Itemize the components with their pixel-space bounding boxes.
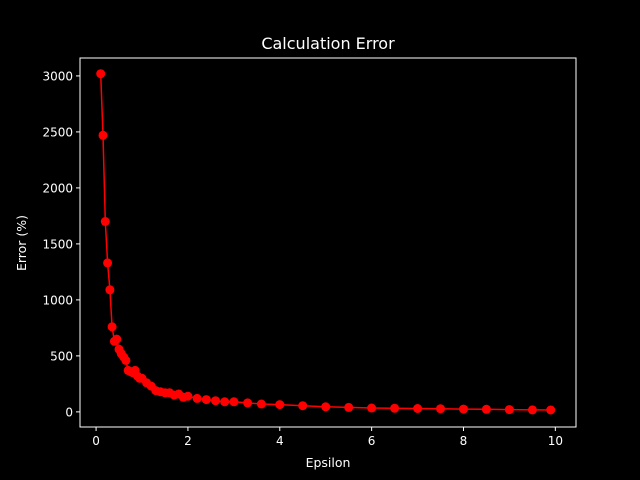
x-axis: 0 2 4 6 8 10 [92,427,563,448]
y-tick-label: 2500 [42,125,73,139]
data-point [413,404,423,413]
series-layer [96,69,556,415]
x-tick-label: 8 [460,434,468,448]
x-tick-label: 2 [184,434,192,448]
plot-area-frame [79,57,577,428]
data-point [436,404,445,414]
data-point [344,402,354,412]
y-tick-label: 1500 [42,237,73,251]
data-point [229,397,239,407]
data-point [121,355,131,365]
data-point [107,322,117,332]
x-tick-label: 4 [276,434,284,448]
data-point [183,391,193,401]
data-point [275,400,285,410]
y-axis-label: Error (%) [14,215,29,271]
data-point [321,402,331,412]
data-point [103,258,113,268]
data-point [98,130,108,140]
data-point [105,285,115,295]
data-point [211,396,220,406]
data-point [220,397,230,407]
data-point [201,395,211,405]
data-point [459,404,468,414]
x-tick-label: 0 [92,434,100,448]
x-tick-label: 6 [368,434,376,448]
y-tick-label: 3000 [42,69,73,83]
y-tick-label: 2000 [42,181,73,195]
y-tick-label: 1000 [42,293,73,307]
data-point [243,398,253,408]
data-point [481,404,491,414]
data-point [298,401,308,411]
y-axis: 0 500 1000 1500 2000 2500 3000 [42,69,80,419]
chart-title: Calculation Error [261,34,395,53]
data-point [192,393,202,403]
data-point [546,405,556,415]
data-point [100,217,110,226]
y-tick-label: 0 [65,405,73,419]
data-point [527,405,537,415]
y-tick-label: 500 [50,349,73,363]
data-point [390,403,400,413]
data-point [367,403,377,413]
data-point [112,334,122,344]
data-point [256,399,266,409]
x-tick-label: 10 [548,434,563,448]
data-point [96,69,106,79]
x-axis-label: Epsilon [306,455,351,470]
data-point [504,405,514,415]
